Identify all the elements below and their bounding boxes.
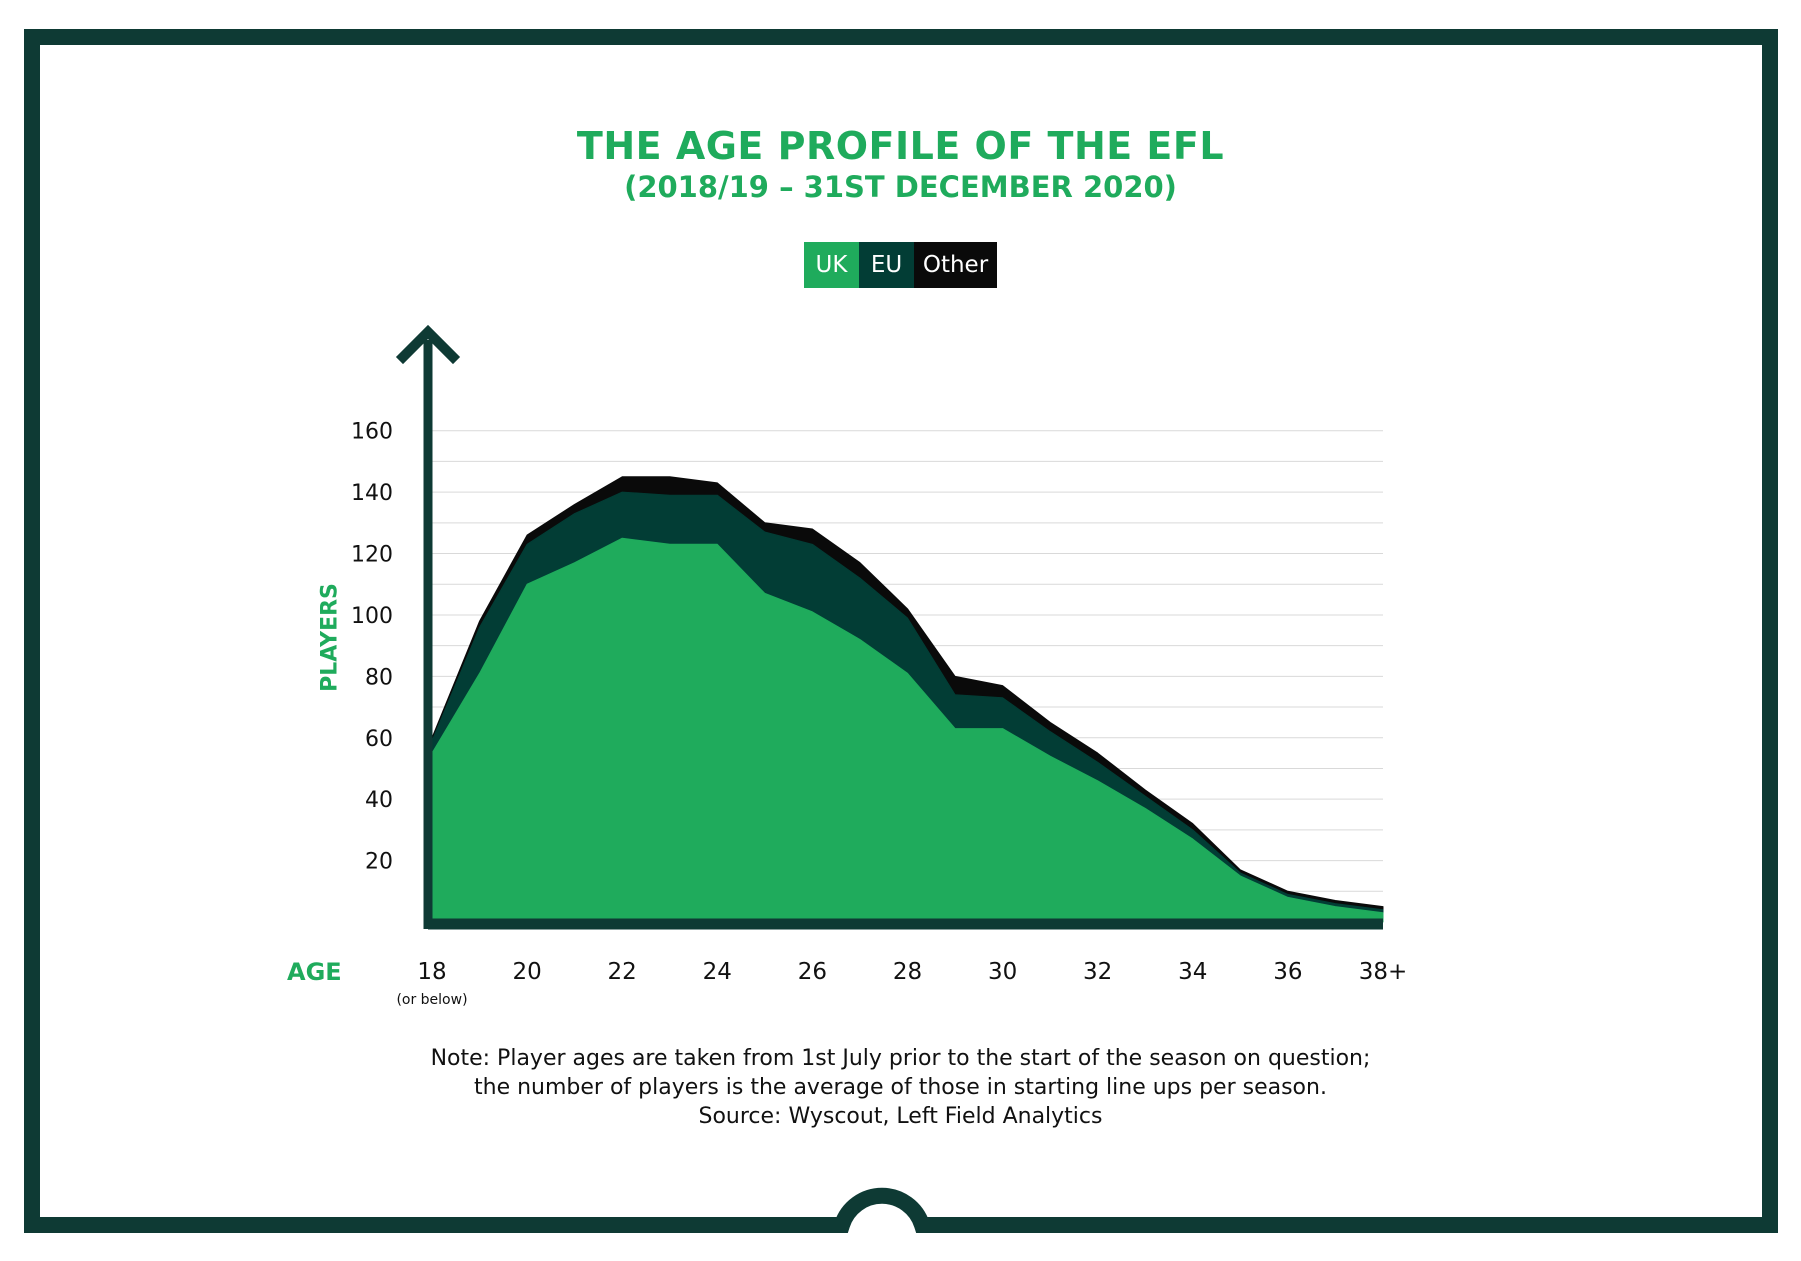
legend-item-eu: EU	[859, 242, 914, 288]
legend: UK EU Other	[804, 242, 997, 288]
x-tick-label: 36	[1273, 959, 1302, 985]
x-tick-label: 26	[798, 959, 827, 985]
x-tick-label: 28	[893, 959, 922, 985]
y-tick-label: 60	[365, 727, 393, 752]
x-tick-label: 38+	[1359, 959, 1408, 985]
y-tick-label: 40	[365, 788, 393, 813]
y-tick-label: 160	[351, 420, 393, 445]
x-tick-label: 20	[512, 959, 541, 985]
chart-title: THE AGE PROFILE OF THE EFL	[576, 124, 1225, 168]
footnote-line-3: Source: Wyscout, Left Field Analytics	[698, 1104, 1103, 1129]
legend-item-uk: UK	[804, 242, 859, 288]
frame-line	[24, 29, 1778, 1233]
x-axis-label: AGE	[287, 958, 342, 986]
x-tick-label: 22	[608, 959, 637, 985]
y-tick-label: 100	[351, 604, 393, 629]
legend-item-other: Other	[914, 242, 997, 288]
footnote: Note: Player ages are taken from 1st Jul…	[0, 1044, 1801, 1131]
x-tick-label: 32	[1083, 959, 1112, 985]
x-tick-label: 34	[1178, 959, 1207, 985]
y-tick-label: 140	[351, 481, 393, 506]
footnote-line-2: the number of players is the average of …	[474, 1075, 1327, 1100]
footnote-line-1: Note: Player ages are taken from 1st Jul…	[430, 1046, 1371, 1071]
x-tick-sublabel: (or below)	[396, 992, 467, 1008]
area-series-uk	[431, 537, 1384, 923]
x-tick-label: 24	[703, 959, 732, 985]
x-tick-label: 30	[988, 959, 1017, 985]
chart-subtitle: (2018/19 – 31ST DECEMBER 2020)	[624, 170, 1177, 204]
y-tick-label: 20	[365, 850, 393, 875]
y-axis-label: PLAYERS	[317, 583, 343, 692]
y-tick-label: 80	[365, 665, 393, 690]
x-tick-label: 18	[417, 959, 446, 985]
y-tick-label: 120	[351, 543, 393, 568]
y-axis-arrow-icon	[395, 324, 461, 365]
